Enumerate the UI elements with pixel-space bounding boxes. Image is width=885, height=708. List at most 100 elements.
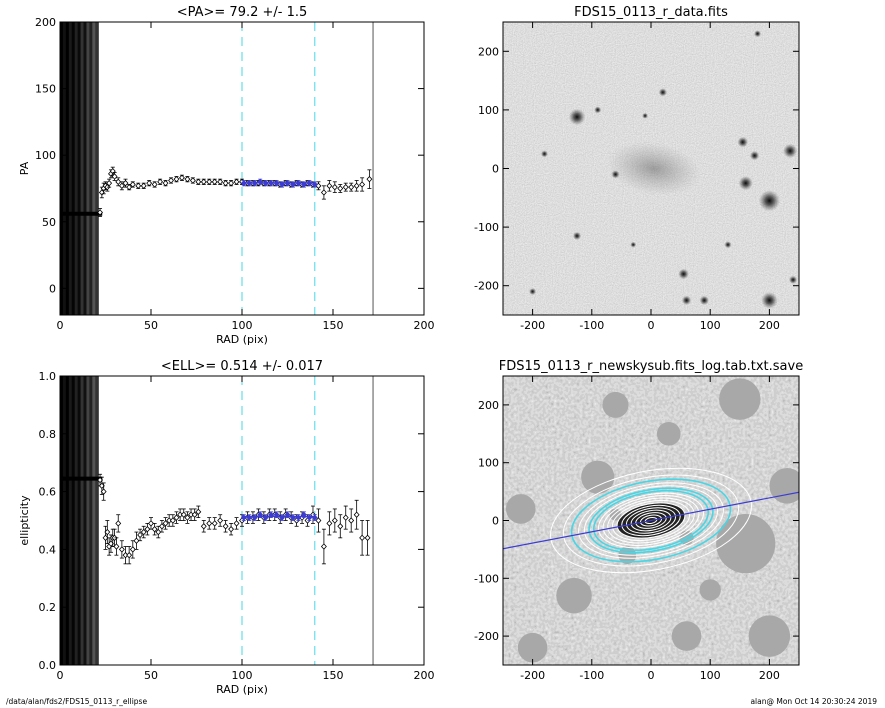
point-source (737, 136, 749, 148)
point-source (749, 150, 760, 161)
profile-data-point (162, 179, 169, 187)
inner-sample-column (62, 376, 67, 665)
profile-data-point (178, 174, 185, 182)
x-tick-label: 200 (759, 319, 780, 332)
profile-data-point (191, 511, 198, 518)
y-tick-label: -200 (474, 630, 499, 643)
profile-data-point (211, 178, 218, 186)
profile-data-point (359, 534, 366, 542)
profile-data-point (200, 178, 207, 186)
ellipticity-profile-panel: 0 50 100 150 200 0.0 0.2 0.4 0.6 0.8 1.0 <ELL>= 0.5… (18, 359, 435, 696)
x-tick-label: 150 (323, 669, 344, 682)
mask-region (517, 632, 548, 663)
mask-region (671, 621, 702, 651)
inner-sample-column (65, 376, 70, 665)
y-axis-label: PA (18, 161, 31, 175)
x-tick-label: 100 (700, 669, 721, 682)
profile-data-point (126, 551, 133, 559)
inner-sample-column (60, 376, 64, 665)
profile-data-point (106, 179, 113, 187)
y-tick-label: 0 (492, 515, 499, 528)
y-tick-label: 0.8 (39, 428, 57, 441)
point-source (738, 176, 753, 191)
profile-data-point (140, 528, 147, 536)
mask-region (505, 494, 536, 524)
y-tick-label: -200 (474, 280, 499, 293)
fit-data-point (268, 511, 275, 518)
profile-data-point (366, 175, 373, 183)
profile-data-point (320, 543, 327, 550)
profile-data-point (326, 182, 333, 190)
mask-region (581, 460, 615, 494)
footer-timestamp: alan@ Mon Oct 14 20:30:24 2019 (750, 697, 877, 706)
point-source (540, 150, 548, 158)
y-tick-label: 150 (35, 83, 56, 96)
profile-data-point (217, 517, 224, 524)
image-area (503, 22, 799, 315)
profile-data-point (364, 534, 371, 542)
inner-sample-column (83, 22, 88, 315)
profile-data-point (211, 520, 218, 527)
panel-title: <PA>= 79.2 +/- 1.5 (177, 5, 308, 20)
profile-data-point (137, 531, 144, 539)
profile-data-point (118, 546, 125, 553)
point-source (783, 143, 798, 159)
point-source (529, 288, 537, 296)
x-tick-label: 0 (648, 669, 655, 682)
profile-data-point (320, 189, 327, 196)
mask-region (656, 421, 681, 446)
profile-data-point (184, 175, 191, 183)
inner-sample-column (71, 376, 76, 665)
isophote-model-panel: -200 -100 0 100 200 -200 -100 0 100 200 FDS15_0113… (474, 359, 803, 682)
y-tick-label: 100 (478, 104, 499, 117)
point-source (568, 108, 586, 126)
profile-data-point (97, 209, 103, 216)
point-source (754, 30, 762, 38)
x-tick-label: 200 (414, 669, 435, 682)
mask-region (556, 577, 592, 614)
inner-sample-column (86, 22, 90, 315)
y-tick-label: 0.2 (39, 601, 57, 614)
profile-data-point (217, 178, 224, 186)
inner-sample-column (62, 22, 67, 315)
x-axis-label: RAD (pix) (216, 333, 268, 346)
x-tick-label: 150 (323, 319, 344, 332)
y-axis-label: ellipticity (18, 495, 31, 546)
profile-data-point (348, 183, 355, 191)
point-source (761, 292, 778, 309)
profile-data-point (133, 537, 140, 544)
panel-title: FDS15_0113_r_newskysub.fits_log.tab.txt.… (499, 359, 803, 374)
profile-data-point (233, 178, 240, 186)
fit-data-point (284, 511, 291, 518)
profile-data-point (118, 182, 125, 190)
profile-data-point (342, 514, 349, 521)
target-galaxy (607, 141, 701, 196)
y-tick-label: 0.6 (39, 486, 57, 499)
inner-sample-column (68, 22, 73, 315)
y-tick-label: -100 (474, 221, 499, 234)
panel-title: <ELL>= 0.514 +/- 0.017 (161, 359, 323, 374)
point-source (658, 88, 667, 97)
point-source (572, 231, 582, 241)
inner-sample-column (89, 22, 93, 315)
mask-region (699, 579, 721, 601)
profile-data-point (168, 177, 174, 184)
profile-data-point (195, 508, 202, 516)
y-tick-label: 0.0 (39, 659, 57, 672)
image-area (503, 376, 799, 665)
profile-data-point (129, 546, 136, 553)
inner-sample-column (92, 376, 96, 665)
profile-data-point (342, 183, 349, 191)
y-tick-label: 1.0 (39, 370, 57, 383)
inner-sample-column (77, 22, 82, 315)
inner-sample-column (80, 376, 85, 665)
inner-sample-column (71, 22, 76, 315)
pa-profile-panel: 0 50 100 150 200 0 50 100 150 200 <PA>= 79.2 +/- 1… (18, 5, 435, 346)
profile-data-point (348, 517, 355, 524)
profile-data-point (222, 523, 229, 530)
y-tick-label: 100 (35, 149, 56, 162)
profile-data-point (151, 525, 158, 533)
point-source (699, 295, 710, 306)
profile-data-point (173, 514, 180, 521)
